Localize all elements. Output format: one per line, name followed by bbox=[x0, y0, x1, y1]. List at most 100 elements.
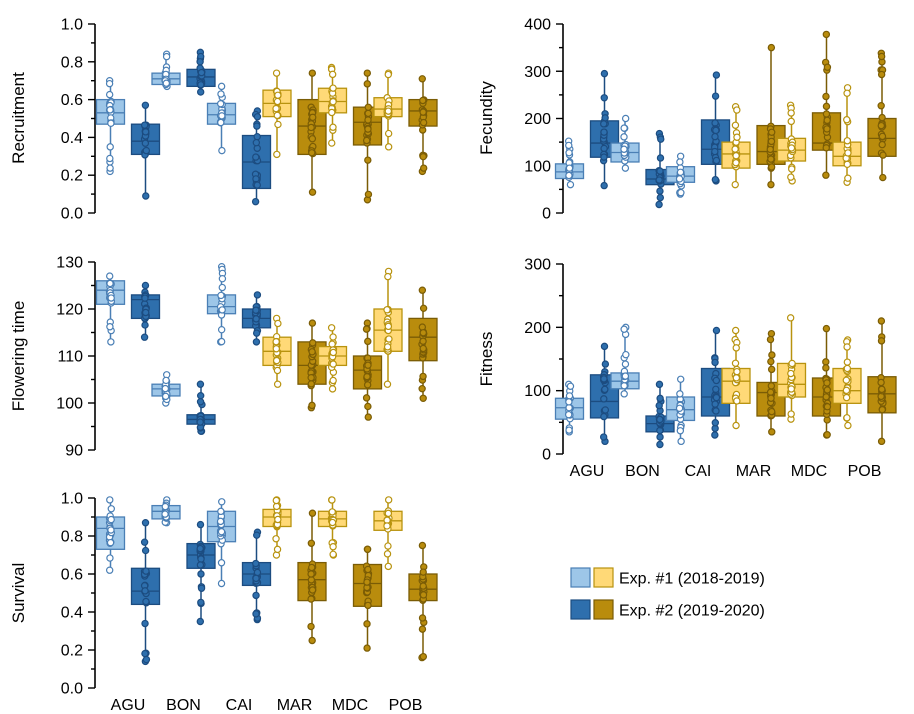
data-point bbox=[565, 164, 574, 172]
data-point bbox=[732, 374, 741, 382]
data-point bbox=[843, 343, 851, 351]
data-point bbox=[620, 145, 628, 153]
data-point bbox=[767, 155, 775, 163]
data-point bbox=[600, 153, 608, 161]
data-point bbox=[877, 121, 885, 130]
data-point bbox=[105, 566, 114, 574]
data-point bbox=[196, 391, 205, 400]
data-point bbox=[141, 294, 149, 302]
data-point bbox=[843, 116, 851, 124]
data-point bbox=[364, 109, 372, 118]
data-point bbox=[656, 187, 664, 195]
data-point bbox=[106, 538, 115, 547]
y-axis-title: Survival bbox=[9, 563, 28, 623]
data-point bbox=[712, 407, 720, 415]
data-point bbox=[308, 636, 316, 645]
box-mdc-exp1 bbox=[776, 314, 807, 423]
box-pob-exp2 bbox=[408, 75, 438, 176]
data-point bbox=[823, 379, 831, 387]
data-point bbox=[731, 359, 740, 367]
data-point bbox=[565, 392, 574, 400]
data-point bbox=[822, 393, 830, 401]
box-mar-exp1 bbox=[262, 314, 292, 388]
data-point bbox=[823, 63, 832, 71]
data-point bbox=[656, 426, 664, 435]
data-point bbox=[675, 404, 684, 413]
data-point bbox=[657, 135, 665, 143]
data-point bbox=[272, 345, 281, 353]
data-point bbox=[216, 517, 225, 526]
data-point bbox=[197, 555, 205, 563]
data-point bbox=[272, 496, 281, 505]
data-point bbox=[877, 337, 886, 345]
y-axis-title: Fecundity bbox=[477, 81, 496, 155]
y-axis-title: Fitness bbox=[477, 332, 496, 387]
data-point bbox=[843, 160, 851, 169]
data-point bbox=[364, 190, 373, 199]
data-point bbox=[141, 321, 149, 329]
data-point bbox=[656, 415, 664, 424]
data-point bbox=[823, 125, 831, 133]
data-point bbox=[384, 562, 393, 571]
data-point bbox=[218, 112, 226, 120]
data-point bbox=[733, 106, 741, 114]
box-mdc-exp1 bbox=[776, 101, 807, 185]
data-point bbox=[328, 340, 336, 348]
data-point bbox=[252, 559, 260, 568]
category-label: MAR bbox=[277, 697, 313, 714]
data-point bbox=[877, 70, 886, 79]
data-point bbox=[106, 272, 114, 280]
data-point bbox=[252, 329, 261, 337]
data-point bbox=[307, 539, 316, 547]
data-point bbox=[565, 141, 573, 150]
data-point bbox=[565, 398, 573, 406]
box-mdc-exp2 bbox=[811, 30, 842, 179]
panel-flowering-time: 90 100 110 120 130 Flowering time bbox=[9, 255, 438, 460]
data-point bbox=[711, 119, 719, 127]
data-point bbox=[252, 138, 261, 147]
data-point bbox=[216, 100, 225, 108]
data-point bbox=[364, 413, 372, 421]
data-point bbox=[879, 151, 887, 159]
data-point bbox=[600, 69, 609, 78]
box-bon-exp1 bbox=[610, 114, 640, 172]
data-point bbox=[731, 121, 740, 129]
data-point bbox=[419, 164, 428, 172]
data-point bbox=[162, 52, 171, 61]
data-point bbox=[419, 304, 428, 313]
box-bon-exp1 bbox=[151, 371, 181, 407]
box-agu-exp1 bbox=[95, 272, 126, 346]
box-mar-exp1 bbox=[262, 69, 292, 159]
data-point bbox=[844, 149, 852, 157]
data-point bbox=[329, 348, 337, 357]
data-point bbox=[142, 146, 151, 155]
category-label: CAI bbox=[685, 463, 712, 480]
data-point bbox=[788, 359, 796, 368]
data-point bbox=[141, 128, 150, 136]
category-label: BON bbox=[625, 463, 660, 480]
data-point bbox=[879, 173, 887, 182]
data-point bbox=[711, 147, 719, 156]
data-point bbox=[107, 119, 115, 127]
data-point bbox=[843, 414, 851, 422]
box-bon-exp2 bbox=[186, 48, 216, 96]
y-tick-label: 0.0 bbox=[61, 681, 83, 698]
data-point bbox=[141, 587, 149, 595]
data-point bbox=[309, 113, 317, 122]
data-point bbox=[253, 531, 261, 539]
data-point bbox=[218, 146, 226, 155]
box-bon-exp2 bbox=[645, 129, 675, 209]
data-point bbox=[252, 574, 260, 583]
data-point bbox=[384, 129, 393, 138]
data-point bbox=[328, 508, 336, 516]
data-point bbox=[161, 502, 170, 511]
data-point bbox=[363, 620, 371, 628]
data-point bbox=[308, 319, 317, 327]
data-point bbox=[252, 315, 260, 323]
legend-swatch bbox=[593, 599, 614, 620]
data-point bbox=[823, 403, 832, 411]
data-point bbox=[307, 380, 315, 388]
data-point bbox=[217, 337, 226, 346]
data-point bbox=[383, 343, 392, 351]
box-mar-exp1 bbox=[721, 102, 751, 189]
